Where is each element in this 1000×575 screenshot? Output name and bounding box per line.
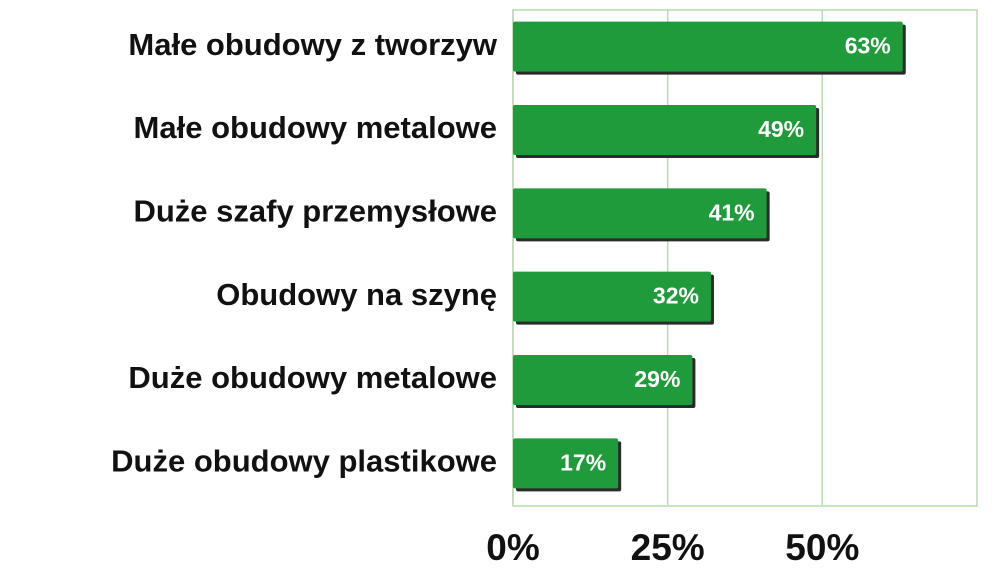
category-label: Duże obudowy plastikowe	[111, 444, 497, 479]
category-label: Obudowy na szynę	[216, 277, 497, 312]
x-tick-label: 0%	[486, 527, 539, 568]
bar	[513, 438, 619, 489]
bar	[513, 355, 693, 405]
value-label: 32%	[653, 283, 699, 309]
value-label: 17%	[560, 449, 606, 475]
bar	[513, 188, 767, 239]
bar	[513, 271, 711, 322]
bar	[513, 21, 903, 72]
x-tick-label: 25%	[631, 527, 705, 568]
value-label: 29%	[634, 366, 680, 392]
value-label: 63%	[845, 33, 891, 59]
category-label: Małe obudowy metalowe	[134, 110, 497, 145]
value-label: 41%	[709, 199, 755, 225]
category-label: Duże obudowy metalowe	[128, 360, 497, 395]
category-label: Małe obudowy z tworzyw	[128, 27, 497, 62]
category-label: Duże szafy przemysłowe	[133, 194, 497, 229]
x-tick-label: 50%	[785, 527, 859, 568]
bar	[513, 105, 817, 155]
value-label: 49%	[758, 116, 804, 142]
plot-frame	[512, 9, 978, 507]
